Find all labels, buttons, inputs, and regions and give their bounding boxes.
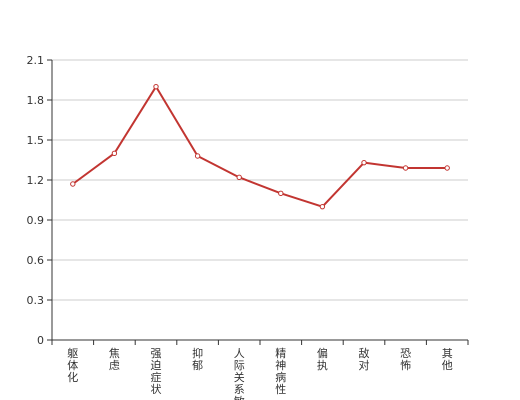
x-category-label: 躯体化 [67,347,78,384]
y-tick-label: 1.8 [27,94,45,107]
x-axis-category-labels: 躯体化 焦虑 强迫症状 抑郁 人际关系敏感 精神病性 偏执 敌对 恐怖 其他 [67,346,452,400]
data-point[interactable] [319,203,326,210]
x-category-label: 其他 [442,347,453,372]
data-point[interactable] [444,165,450,171]
x-category-label: 焦虑 [109,347,120,372]
data-point[interactable] [236,174,242,181]
data-point[interactable] [153,83,159,90]
y-tick-label: 2.1 [27,54,45,67]
x-category-label: 恐怖 [400,347,411,372]
data-point[interactable] [111,150,118,157]
x-category-label: 敌对 [359,346,370,372]
x-category-label: 偏执 [317,346,328,372]
y-tick-label: 0.9 [27,214,45,227]
axes [47,59,469,345]
y-tick-label: 0.3 [27,294,45,307]
y-tick-label: 0.6 [27,254,45,267]
y-axis-tick-labels: 0 0.3 0.6 0.9 1.2 1.5 1.8 2.1 [27,54,45,347]
y-tick-label: 1.5 [27,134,45,147]
y-tick-label: 1.2 [27,174,45,187]
data-point[interactable] [402,165,409,171]
data-point[interactable] [194,153,201,159]
series-line [70,83,450,210]
grid-lines [52,59,468,301]
x-category-label: 强迫症状 [151,347,162,396]
data-point[interactable] [361,159,367,166]
data-point[interactable] [278,190,284,197]
x-category-label: 抑郁 [192,346,203,372]
data-point[interactable] [70,181,76,187]
x-category-label: 人际关系敏感 [234,347,245,400]
x-category-label: 精神病性 [275,347,286,396]
y-tick-label: 0 [37,334,44,347]
series-line-path [72,85,448,208]
